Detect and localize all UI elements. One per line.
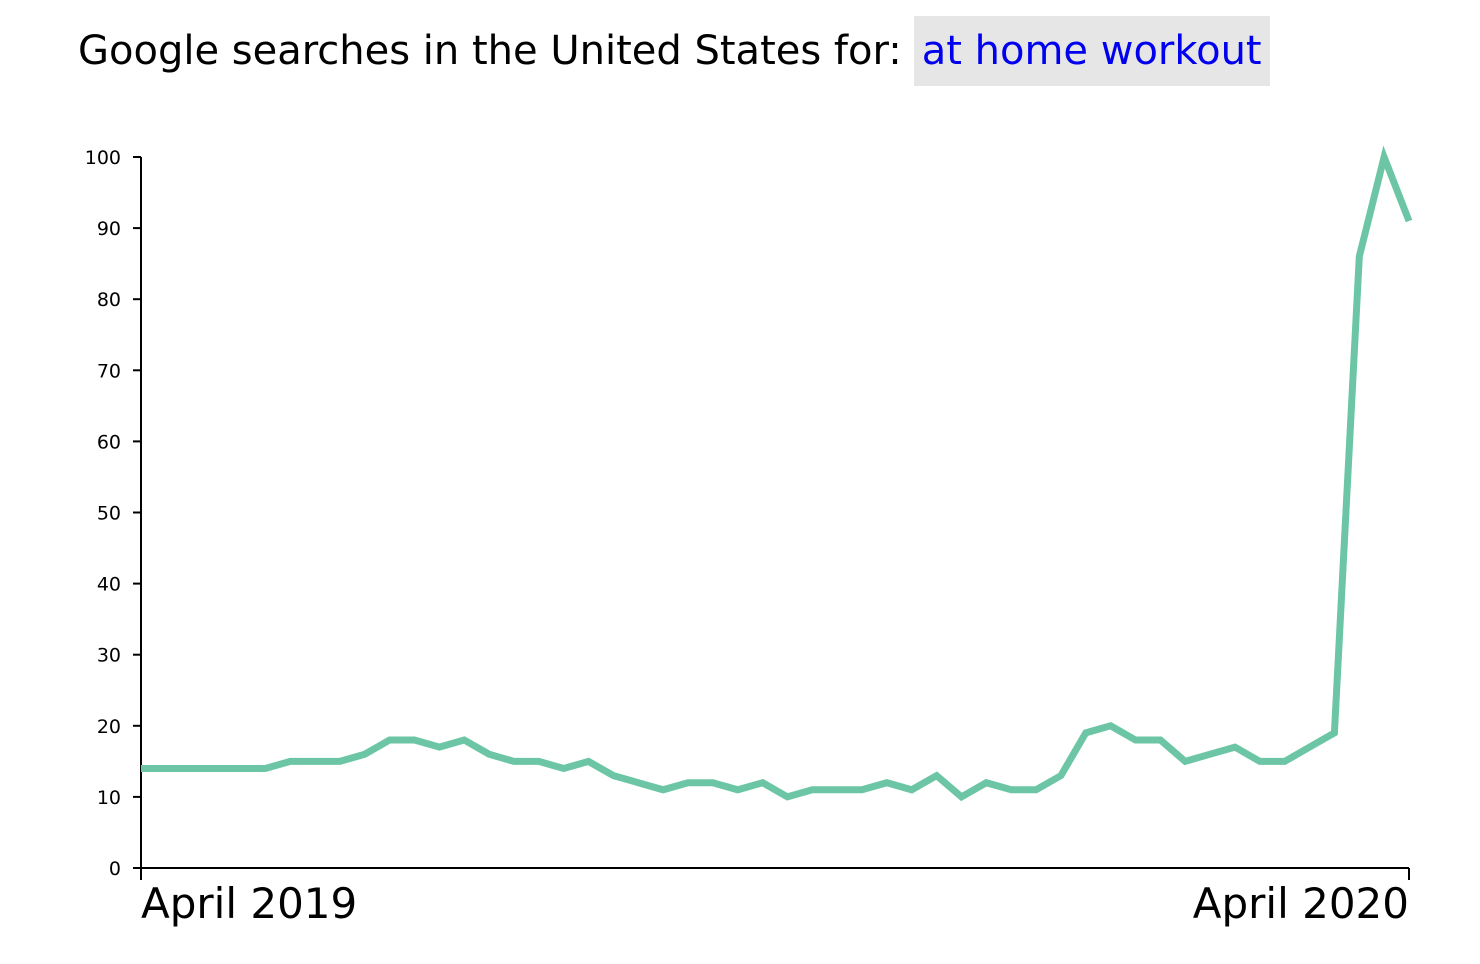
title-prefix: Google searches in the United States for… — [78, 28, 902, 74]
y-tick-label: 20 — [97, 716, 121, 738]
series-line — [141, 145, 1413, 802]
y-tick-label: 100 — [85, 147, 121, 169]
y-tick-label: 90 — [97, 218, 121, 240]
y-tick-label: 40 — [97, 574, 121, 596]
y-tick-label: 0 — [109, 858, 121, 880]
y-tick-label: 80 — [97, 289, 121, 311]
y-tick-label: 50 — [97, 503, 121, 525]
x-tick-label-start: April 2019 — [141, 879, 357, 928]
y-tick-label: 70 — [97, 360, 121, 382]
y-axis: 0 10 20 30 40 50 60 70 80 90 100 — [85, 147, 142, 880]
series-group — [141, 145, 1413, 802]
y-tick-label: 60 — [97, 431, 121, 453]
search-term-link[interactable]: at home workout — [913, 16, 1270, 86]
chart-title: Google searches in the United States for… — [78, 16, 1270, 86]
x-axis: April 2019 April 2020 — [140, 867, 1410, 928]
y-tick-label: 30 — [97, 645, 121, 667]
y-tick-label: 10 — [97, 787, 121, 809]
x-tick-label-end: April 2020 — [1193, 879, 1409, 928]
